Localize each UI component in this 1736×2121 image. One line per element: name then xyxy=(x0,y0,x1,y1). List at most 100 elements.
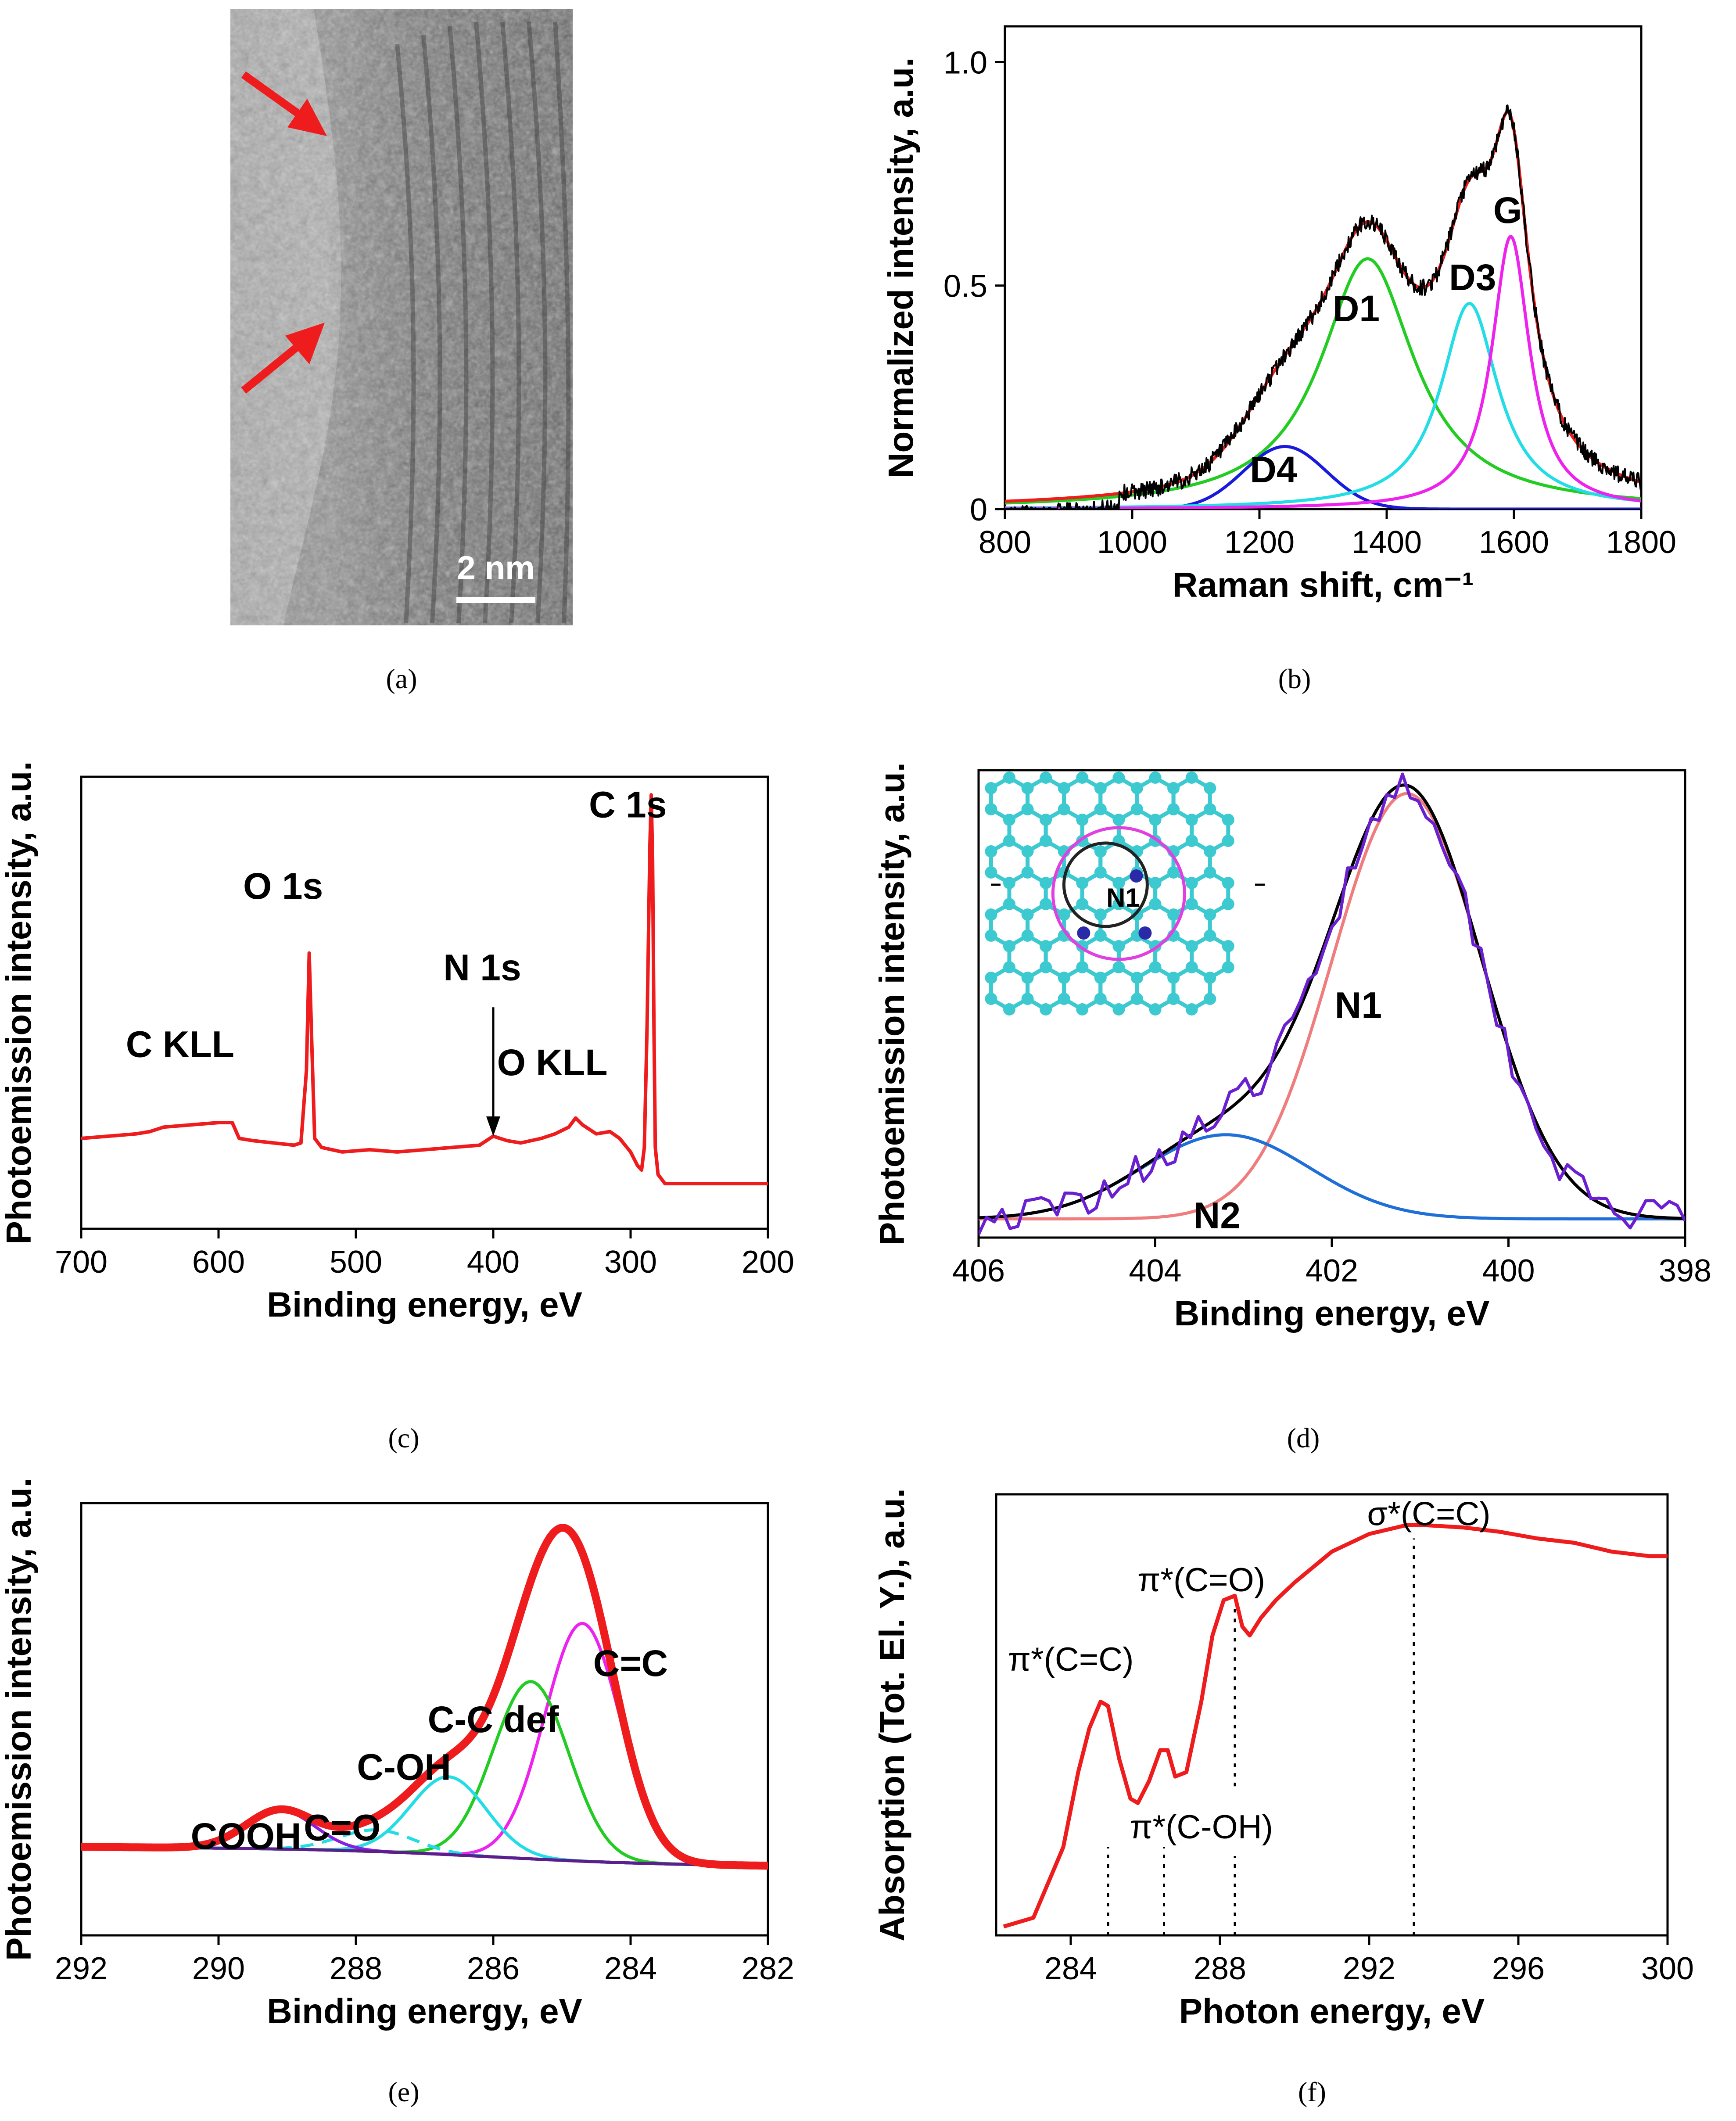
carbon-atom xyxy=(1222,814,1234,826)
carbon-atom xyxy=(1003,940,1015,952)
x-axis-label-c: Binding energy, eV xyxy=(267,1285,582,1324)
x-tick-label-d: 402 xyxy=(1306,1253,1358,1288)
carbon-atom xyxy=(1149,772,1162,784)
x-axis-label-f: Photon energy, eV xyxy=(1179,1992,1485,2031)
x-tick-label-e: 282 xyxy=(742,1951,794,1986)
carbon-atom xyxy=(1058,803,1070,815)
x-tick-label-f: 288 xyxy=(1194,1951,1246,1986)
x-axis-label-e: Binding energy, eV xyxy=(267,1992,582,2031)
annotation-c: C 1s xyxy=(589,784,667,825)
carbon-atom xyxy=(1094,908,1107,921)
carbon-atom xyxy=(1021,972,1034,984)
carbon-atom xyxy=(1003,1003,1015,1016)
carbon-atom xyxy=(1094,866,1107,879)
tem-image: 2 nm xyxy=(230,9,573,625)
carbon-atom xyxy=(1112,877,1125,889)
inset-n1-label: N1 xyxy=(1106,883,1140,912)
carbon-atom xyxy=(1094,782,1107,794)
caption-a: (a) xyxy=(386,663,417,694)
x-tick-label-b: 1000 xyxy=(1097,525,1167,560)
carbon-atom xyxy=(1222,877,1234,889)
carbon-atom xyxy=(1021,782,1034,794)
plot-frame-f xyxy=(995,1493,1669,1937)
tem-noise-coarse xyxy=(230,9,573,625)
x-axis-label-b: Raman shift, cm⁻¹ xyxy=(1173,565,1474,604)
x-tick-label-e: 284 xyxy=(604,1951,657,1986)
carbon-atom xyxy=(1021,930,1034,942)
carbon-atom xyxy=(1222,835,1234,847)
annotation-c: C KLL xyxy=(126,1024,234,1065)
x-tick-label-d: 404 xyxy=(1129,1253,1181,1288)
carbon-atom xyxy=(1204,866,1216,879)
annotation-e: C=O xyxy=(304,1807,380,1848)
y-tick-label-b: 1.0 xyxy=(943,45,987,80)
caption-b: (b) xyxy=(1278,663,1311,694)
carbon-atom xyxy=(1185,835,1198,847)
carbon-atom xyxy=(1112,940,1125,952)
series-group-f xyxy=(1003,1523,1668,1929)
carbon-atom xyxy=(1040,772,1052,784)
carbon-atom xyxy=(1167,993,1180,1005)
carbon-atom xyxy=(1185,877,1198,889)
carbon-atom xyxy=(1222,961,1234,973)
x-tick-label-c: 300 xyxy=(604,1245,657,1280)
series-f-nexafs xyxy=(1003,1523,1668,1929)
carbon-atom xyxy=(1040,877,1052,889)
panel-c: 700 600 500 400 300 200 Binding energy, eV Phot… xyxy=(0,742,863,1365)
carbon-atom xyxy=(1149,898,1162,910)
x-tick-label-f: 300 xyxy=(1641,1951,1694,1986)
carbon-atom xyxy=(1094,845,1107,858)
x-tick-label-c: 500 xyxy=(330,1245,382,1280)
carbon-atom xyxy=(1040,814,1052,826)
carbon-atom xyxy=(1185,1003,1198,1016)
red-arrow-lower xyxy=(241,323,325,394)
series-b-d1 xyxy=(1005,257,1641,505)
annotation-e: COOH xyxy=(191,1816,301,1857)
carbon-atom xyxy=(1094,930,1107,942)
carbon-atom xyxy=(1167,803,1180,815)
x-tick-label-e: 286 xyxy=(467,1951,520,1986)
y-tick-label-b: 0 xyxy=(970,492,987,528)
carbon-atom xyxy=(1131,803,1143,815)
carbon-atom xyxy=(1167,782,1180,794)
caption-c: (c) xyxy=(388,1422,420,1453)
chart-c: 700 600 500 400 300 200 Binding energy, eV Phot… xyxy=(0,761,794,1324)
graphene-inset: N1 xyxy=(985,772,1265,1016)
carbon-atom xyxy=(985,866,997,879)
annotation-d: N2 xyxy=(1194,1195,1241,1236)
x-tick-label-c: 200 xyxy=(742,1245,794,1280)
annotation-b: D1 xyxy=(1333,288,1380,329)
carbon-atom xyxy=(1040,961,1052,973)
annotation-f: π*(C=O) xyxy=(1137,1561,1265,1599)
series-b-data xyxy=(1005,104,1641,509)
carbon-atom xyxy=(1040,835,1052,847)
carbon-atom xyxy=(1222,940,1234,952)
carbon-atom xyxy=(1003,898,1015,910)
red-arrow-upper xyxy=(241,71,327,136)
annotation-c: O 1s xyxy=(243,865,323,907)
carbon-atom xyxy=(1112,772,1125,784)
outer-circle xyxy=(1051,826,1186,961)
carbon-atom xyxy=(1185,898,1198,910)
y-axis-label-d: Photoemission intensity, a.u. xyxy=(873,762,911,1245)
x-axis-label-d: Binding energy, eV xyxy=(1174,1294,1490,1333)
carbon-atom xyxy=(1112,814,1125,826)
scale-bar xyxy=(456,597,535,603)
x-tick-label-d: 400 xyxy=(1482,1253,1535,1288)
annotation-c: N 1s xyxy=(443,947,521,988)
inner-circle xyxy=(1062,841,1149,928)
annotation-f: σ*(C=C) xyxy=(1367,1495,1490,1532)
carbon-atom xyxy=(1058,782,1070,794)
carbon-atom xyxy=(1167,866,1180,879)
carbon-atom xyxy=(1222,898,1234,910)
carbon-atom xyxy=(1131,782,1143,794)
carbon-atom xyxy=(1076,898,1089,910)
panel-a: 2 nm xyxy=(230,9,573,625)
plot-frame-c xyxy=(80,775,769,1230)
carbon-atom xyxy=(1185,772,1198,784)
x-tick-label-f: 296 xyxy=(1492,1951,1545,1986)
carbon-atom xyxy=(1204,845,1216,858)
annotation-b: D4 xyxy=(1250,449,1297,490)
y-axis-label-f: Absorption (Tot. El. Y.), a.u. xyxy=(873,1488,911,1942)
carbon-atom xyxy=(1167,972,1180,984)
